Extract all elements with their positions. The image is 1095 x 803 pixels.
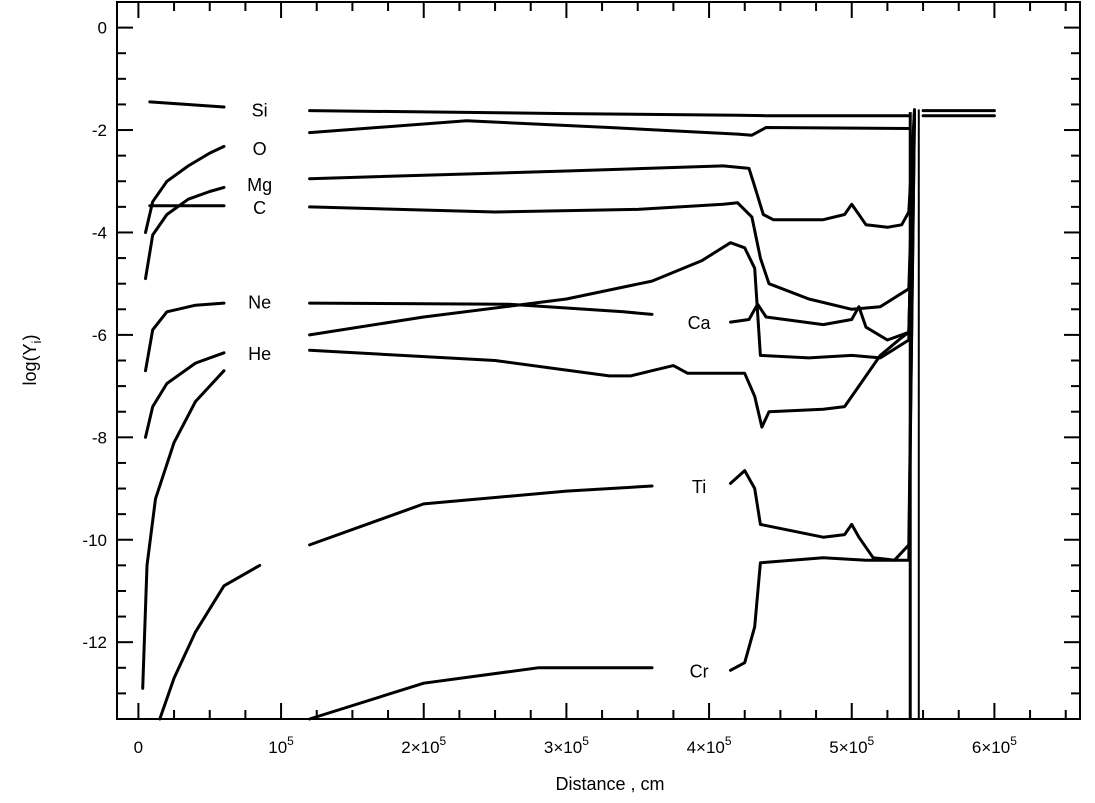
y-axis-title-main: log(Y — [20, 343, 40, 385]
series-labels: Si O Mg C Ne Ca He Ti Cr — [247, 101, 711, 682]
series-label-he: He — [248, 344, 271, 364]
x-tick-label: 3×105 — [544, 734, 589, 757]
x-axis-title: Distance , cm — [555, 774, 664, 794]
series-line-mg — [144, 185, 226, 281]
y-tick-label: -8 — [92, 428, 107, 447]
y-tick-label: -10 — [82, 531, 107, 550]
series-line-si — [308, 109, 911, 118]
x-tick-label: 4×105 — [687, 734, 732, 757]
x-tick-label: 105 — [268, 734, 294, 757]
series-line-cr — [308, 666, 654, 721]
series-line-ti — [141, 369, 226, 690]
series-label-c: C — [253, 198, 266, 218]
series-line-he — [308, 110, 916, 429]
series-line-ti — [308, 484, 654, 547]
series-line-ca — [729, 110, 916, 342]
y-axis-title-close: ) — [20, 335, 40, 341]
series-line-he — [144, 351, 226, 439]
y-tick-label: -2 — [92, 121, 107, 140]
y-tick-label: -12 — [82, 633, 107, 652]
series-line-c — [308, 113, 916, 311]
y-tick-label: -6 — [92, 326, 107, 345]
y-tick-label: -4 — [92, 223, 107, 242]
x-tick-label: 5×105 — [829, 734, 874, 757]
series-label-cr: Cr — [690, 661, 709, 681]
series-label-o: O — [253, 139, 267, 159]
series-label-mg: Mg — [247, 175, 272, 195]
x-tick-label: 6×105 — [972, 734, 1017, 757]
series-label-si: Si — [252, 101, 268, 121]
series-label-ne: Ne — [248, 293, 271, 313]
x-tick-labels: 0 105 2×105 3×105 4×105 5×105 6×105 — [134, 734, 1018, 757]
series-line-cr — [158, 563, 262, 721]
series-label-ti: Ti — [692, 477, 706, 497]
x-tick-label: 0 — [134, 738, 143, 757]
y-tick-label: 0 — [98, 19, 107, 38]
series-line-si — [148, 100, 226, 109]
series-line-mg — [308, 108, 916, 229]
series-lines — [141, 100, 996, 721]
series-line-o — [308, 119, 911, 137]
series-line-ne — [144, 301, 226, 373]
series-line-ca — [308, 110, 916, 360]
y-axis-title: log(Yi) — [20, 335, 44, 386]
series-line-cr — [729, 110, 916, 672]
series-label-ca: Ca — [688, 313, 712, 333]
y-axis-title-sub: i — [29, 340, 44, 343]
series-line-ti — [729, 110, 916, 562]
x-tick-label: 2×105 — [401, 734, 446, 757]
y-tick-labels: 0 -2 -4 -6 -8 -10 -12 — [82, 19, 107, 653]
axis-ticks — [117, 2, 1080, 720]
series-line-ne — [308, 301, 654, 316]
